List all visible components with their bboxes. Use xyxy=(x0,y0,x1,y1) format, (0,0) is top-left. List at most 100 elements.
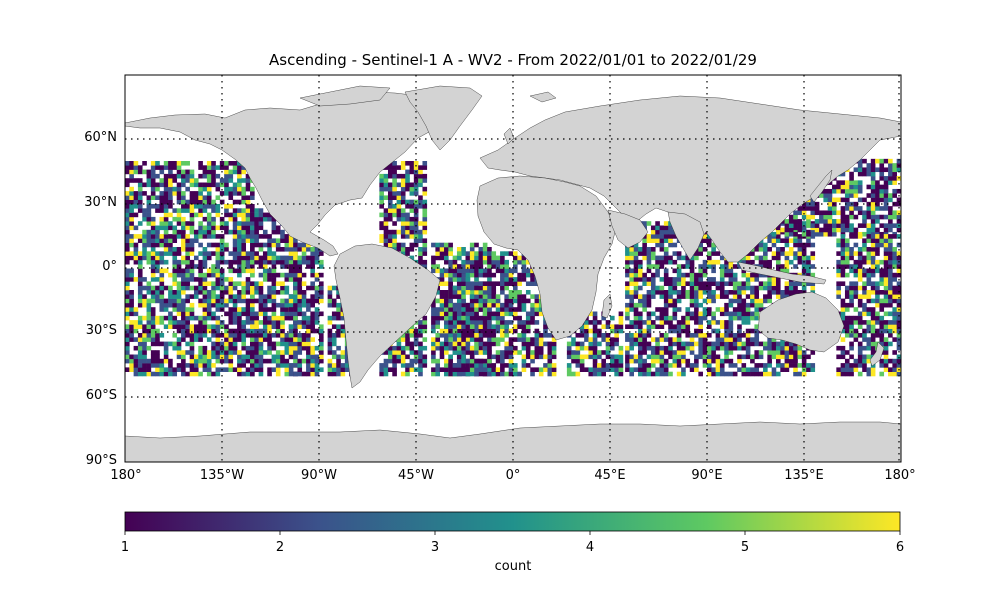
heatmap-cell xyxy=(650,337,656,342)
heatmap-cell xyxy=(724,290,729,295)
heatmap-cell xyxy=(461,341,466,347)
heatmap-cell xyxy=(301,281,307,286)
heatmap-cell xyxy=(707,298,712,304)
heatmap-cell xyxy=(435,333,441,338)
heatmap-cell xyxy=(676,268,682,274)
heatmap-cell xyxy=(571,350,576,355)
heatmap-cell xyxy=(155,238,160,243)
heatmap-cell xyxy=(689,311,695,317)
heatmap-cell xyxy=(689,337,695,342)
heatmap-cell xyxy=(646,363,652,368)
heatmap-cell xyxy=(254,255,259,261)
heatmap-cell xyxy=(383,229,389,235)
heatmap-cell xyxy=(258,285,264,291)
heatmap-cell xyxy=(379,234,384,239)
heatmap-cell xyxy=(702,281,708,286)
heatmap-cell xyxy=(215,277,221,282)
heatmap-cell xyxy=(482,345,488,351)
heatmap-cell xyxy=(306,264,311,269)
heatmap-cell xyxy=(534,298,540,304)
heatmap-cell xyxy=(280,315,285,321)
heatmap-cell xyxy=(133,191,139,196)
heatmap-cell xyxy=(280,337,285,342)
heatmap-cell xyxy=(392,165,397,170)
heatmap-cell xyxy=(456,277,462,282)
heatmap-cell xyxy=(806,281,811,286)
heatmap-cell xyxy=(431,320,436,325)
heatmap-cell xyxy=(719,307,725,312)
heatmap-cell xyxy=(387,169,393,175)
heatmap-cell xyxy=(456,350,462,355)
heatmap-cell xyxy=(456,354,462,360)
heatmap-cell xyxy=(642,238,647,243)
heatmap-cell xyxy=(137,333,143,338)
heatmap-cell xyxy=(392,242,397,248)
heatmap-cell xyxy=(806,363,811,368)
heatmap-cell xyxy=(413,182,419,188)
heatmap-cell xyxy=(797,227,803,233)
heatmap-cell xyxy=(168,238,173,243)
heatmap-cell xyxy=(745,341,751,347)
heatmap-cell xyxy=(758,363,764,368)
heatmap-cell xyxy=(228,216,234,222)
heatmap-cell xyxy=(284,337,290,342)
heatmap-cell xyxy=(163,199,169,205)
heatmap-cell xyxy=(262,277,268,282)
heatmap-cell xyxy=(189,363,195,368)
heatmap-cell xyxy=(461,294,466,299)
heatmap-cell xyxy=(681,354,686,360)
heatmap-cell xyxy=(163,285,169,291)
heatmap-cell xyxy=(862,354,867,360)
heatmap-cell xyxy=(844,290,850,295)
heatmap-cell xyxy=(525,345,531,351)
heatmap-cell xyxy=(676,251,682,256)
heatmap-cell xyxy=(862,290,867,295)
heatmap-cell xyxy=(331,324,337,329)
heatmap-cell xyxy=(435,371,441,377)
heatmap-cell xyxy=(694,255,699,261)
heatmap-cell xyxy=(232,315,238,321)
heatmap-cell xyxy=(487,333,492,338)
heatmap-cell xyxy=(698,242,703,248)
heatmap-cell xyxy=(849,320,854,325)
heatmap-cell xyxy=(284,350,290,355)
heatmap-cell xyxy=(392,191,397,196)
heatmap-cell xyxy=(288,354,294,360)
heatmap-cell xyxy=(228,281,234,286)
heatmap-cell xyxy=(478,285,484,291)
heatmap-cell xyxy=(827,206,833,211)
heatmap-cell xyxy=(435,324,441,329)
heatmap-cell xyxy=(431,259,436,265)
heatmap-cell xyxy=(198,221,203,226)
heatmap-cell xyxy=(745,285,751,291)
heatmap-cell xyxy=(763,363,768,368)
heatmap-cell xyxy=(672,234,678,239)
heatmap-cell xyxy=(482,242,488,248)
heatmap-cell xyxy=(698,328,703,334)
heatmap-cell xyxy=(211,328,216,334)
heatmap-cell xyxy=(232,337,238,342)
heatmap-cell xyxy=(663,272,669,278)
heatmap-cell xyxy=(413,161,419,166)
heatmap-cell xyxy=(409,234,415,239)
heatmap-cell xyxy=(456,285,462,291)
heatmap-cell xyxy=(129,277,134,282)
heatmap-cell xyxy=(258,302,264,308)
heatmap-cell xyxy=(125,165,130,170)
heatmap-cell xyxy=(754,247,760,252)
heatmap-cell xyxy=(193,363,199,368)
heatmap-cell xyxy=(525,324,531,329)
heatmap-cell xyxy=(237,268,242,274)
heatmap-cell xyxy=(758,307,764,312)
heatmap-cell xyxy=(245,251,251,256)
heatmap-cell xyxy=(258,272,264,278)
heatmap-cell xyxy=(288,238,294,243)
heatmap-cell xyxy=(125,212,130,218)
heatmap-cell xyxy=(465,302,471,308)
heatmap-cell xyxy=(198,324,203,329)
heatmap-cell xyxy=(883,167,889,173)
heatmap-cell xyxy=(327,302,333,308)
heatmap-cell xyxy=(306,345,311,351)
heatmap-cell xyxy=(491,311,497,317)
heatmap-cell xyxy=(250,191,255,196)
